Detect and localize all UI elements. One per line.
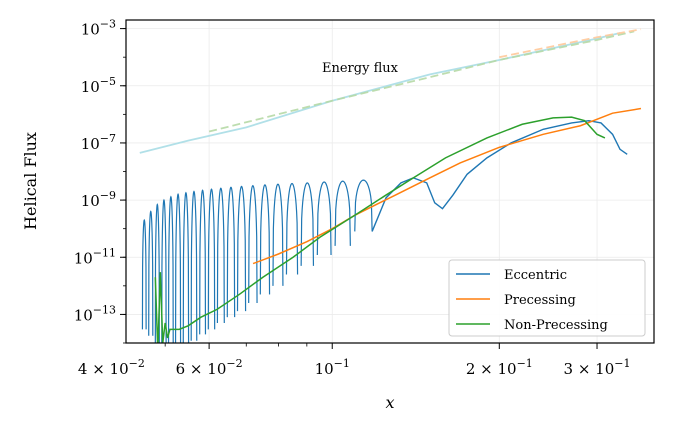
eccentric-lobe [272, 183, 284, 286]
eccentric-lobe [199, 189, 207, 335]
eccentric-lobe [161, 198, 167, 343]
eccentric-lobe [167, 195, 174, 343]
eccentric-lobe [259, 184, 271, 295]
eccentric-lobe [182, 191, 190, 343]
y-axis-title: Helical Flux [21, 132, 40, 230]
legend-box [448, 259, 646, 337]
x-tick-label: 2 × 10−1 [466, 357, 533, 378]
eccentric-lobe [141, 218, 147, 330]
y-tick-label: 10−5 [81, 75, 116, 96]
y-tick-label: 10−3 [81, 18, 116, 39]
x-axis: 4 × 10−2 6 × 10−2 10−1 2 × 10−1 3 × 10−1 [78, 343, 631, 378]
legend-label: Non-Precessing [504, 318, 608, 333]
y-tick-label: 10−11 [74, 246, 116, 267]
y-tick-label: 10−13 [74, 303, 116, 324]
non-precessing-line [154, 116, 606, 343]
eccentric-lobe [354, 179, 373, 232]
eccentric-lobe [248, 184, 258, 304]
x-tick-label: 6 × 10−2 [176, 357, 243, 378]
eccentric-lobe [148, 210, 154, 336]
y-axis: 10−3 10−5 10−7 10−9 10−11 10−13 [74, 18, 126, 344]
eccentric-lobe [300, 182, 315, 266]
energy-flux-line [499, 28, 642, 59]
legend: Eccentric Precessing Non-Precessing [448, 259, 646, 337]
eccentric-lobe [216, 187, 225, 324]
eccentric-lobe [174, 193, 182, 343]
eccentric-lobe [154, 203, 160, 343]
y-tick-label: 10−7 [81, 132, 116, 153]
eccentric-lobe [316, 181, 332, 255]
y-tick-label: 10−9 [81, 189, 116, 210]
energy-flux-annotation: Energy flux [322, 61, 399, 76]
eccentric-lobe [226, 186, 236, 318]
legend-label: Precessing [504, 293, 576, 308]
eccentric-lobe [236, 185, 247, 312]
legend-label: Eccentric [504, 268, 567, 283]
x-tick-label: 3 × 10−1 [564, 357, 631, 378]
x-tick-label: 4 × 10−2 [78, 357, 145, 378]
plot-frame [125, 19, 655, 344]
precessing-line [252, 107, 642, 265]
eccentric-lobe [285, 182, 299, 275]
eccentric-lobe [207, 188, 216, 330]
eccentric-lobe [334, 180, 351, 246]
x-axis-title: x [385, 393, 394, 412]
x-tick-label: 10−1 [315, 357, 350, 378]
eccentric-lobe [190, 190, 198, 341]
energy-flux-line [139, 32, 621, 154]
plot-area [139, 28, 642, 343]
